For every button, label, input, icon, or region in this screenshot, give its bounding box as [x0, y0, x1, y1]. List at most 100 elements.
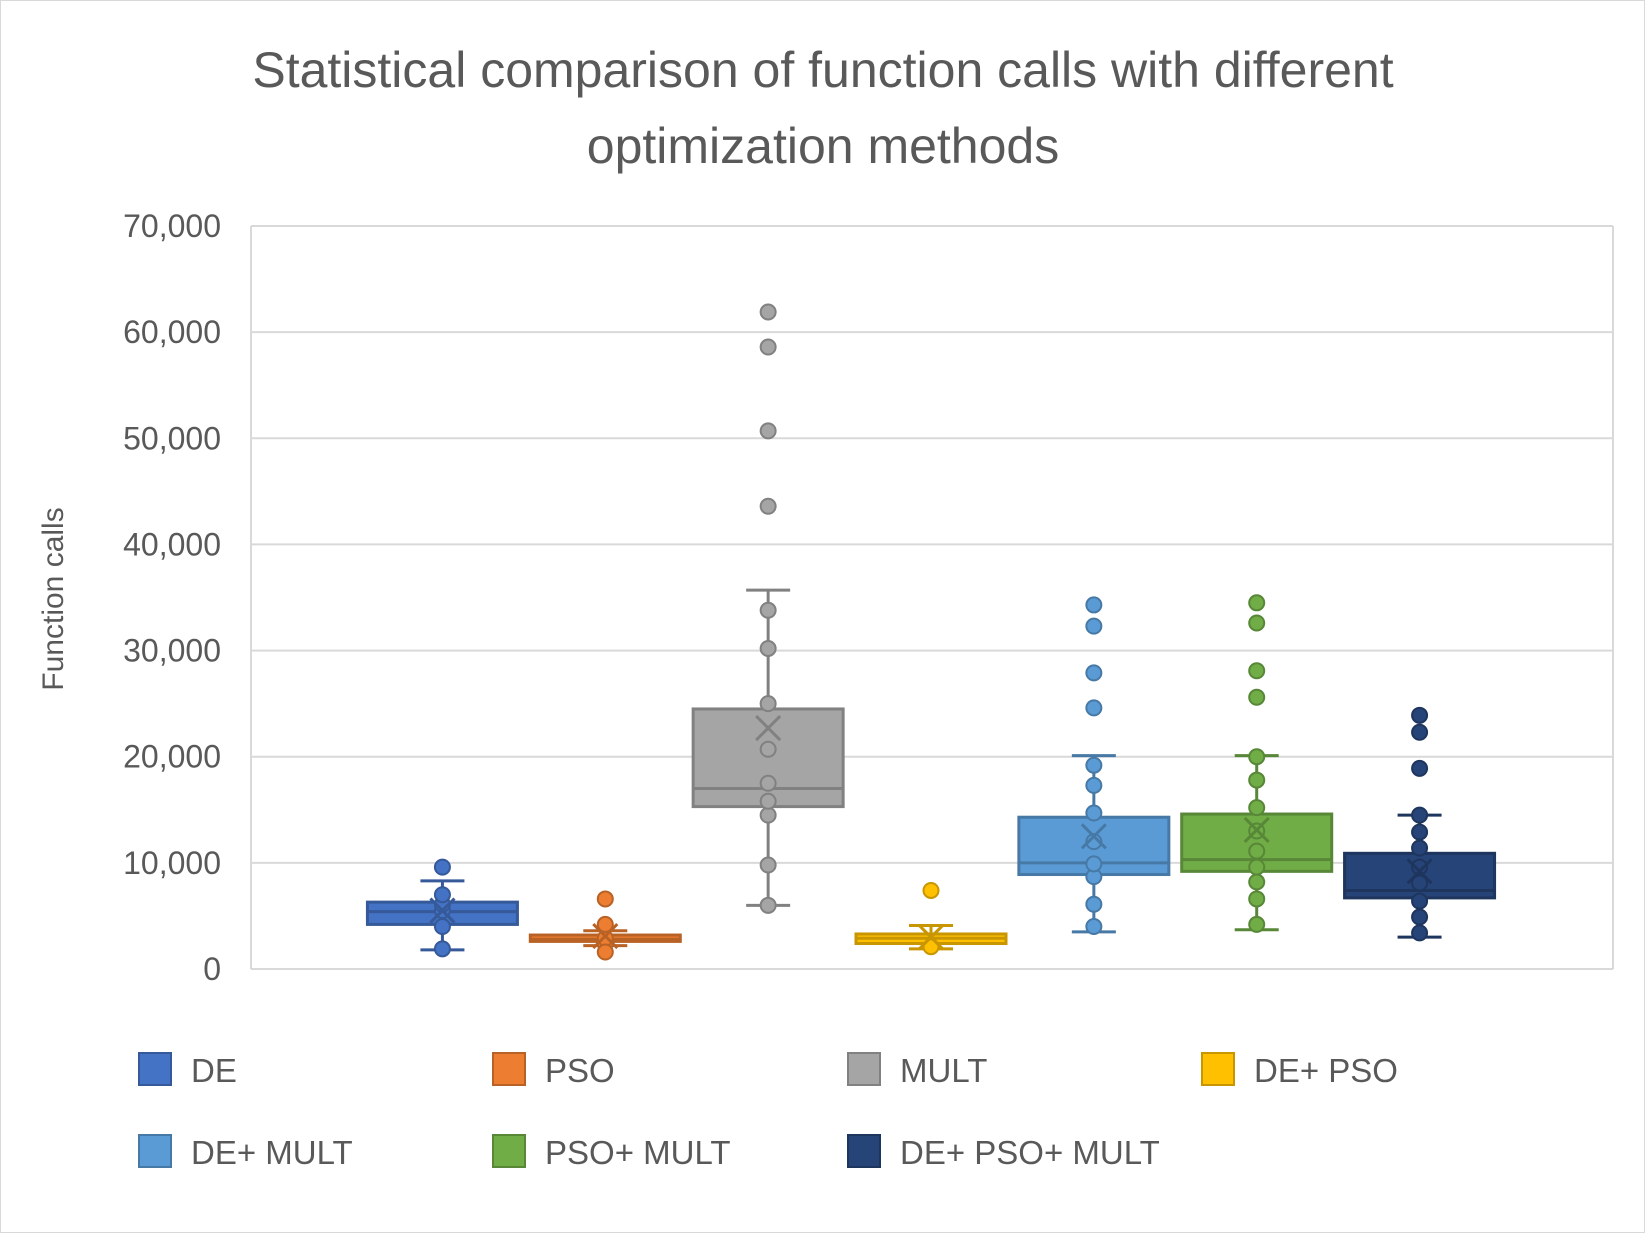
legend-item: PSO+ MULT	[492, 1134, 731, 1171]
data-point	[759, 695, 777, 713]
data-point	[759, 639, 777, 657]
outlier-point	[1248, 614, 1266, 632]
data-point	[433, 886, 451, 904]
outlier-point	[759, 422, 777, 440]
data-point	[759, 740, 777, 758]
y-tick-label: 30,000	[123, 633, 221, 669]
legend-item: DE+ PSO	[1201, 1052, 1398, 1089]
box-series-de	[365, 858, 519, 958]
data-point	[1085, 776, 1103, 794]
data-point	[1085, 756, 1103, 774]
legend-label: PSO	[545, 1052, 615, 1089]
mean-marker-stroke	[592, 923, 619, 950]
data-point	[1248, 915, 1266, 933]
outlier-point	[1085, 596, 1103, 614]
legend-label: DE+ PSO	[1254, 1052, 1398, 1089]
legend-label: DE	[191, 1052, 237, 1089]
outlier-point	[1248, 662, 1266, 680]
data-point	[596, 929, 614, 947]
outlier-point	[1248, 594, 1266, 612]
mean-marker-stroke	[1243, 816, 1270, 844]
box-series-de-pso-mult	[1343, 706, 1497, 942]
data-point	[1411, 823, 1429, 841]
outlier-point	[1411, 759, 1429, 777]
data-point	[1248, 842, 1266, 860]
box-series-mult	[691, 303, 845, 914]
y-tick-label: 60,000	[123, 314, 221, 350]
outlier-point	[759, 497, 777, 515]
mean-marker-stroke	[1406, 858, 1433, 885]
data-point	[1248, 799, 1266, 817]
y-tick-label: 20,000	[123, 739, 221, 775]
gridlines	[250, 225, 1614, 970]
legend-swatch	[138, 1134, 172, 1168]
data-point	[1085, 895, 1103, 913]
data-point	[1248, 858, 1266, 876]
data-point	[1248, 873, 1266, 891]
data-point	[1411, 924, 1429, 942]
legend-swatch	[492, 1134, 526, 1168]
data-point	[433, 940, 451, 958]
outlier-point	[1411, 706, 1429, 724]
data-point	[759, 896, 777, 914]
outlier-point	[596, 890, 614, 908]
outlier-point	[922, 881, 940, 899]
y-tick-label: 50,000	[123, 420, 221, 456]
data-point	[1411, 858, 1429, 876]
box-series-de-pso	[854, 881, 1008, 956]
legend: DE PSO MULT DE+ PSO DE+ MULT PSO+ MULT DE+ PSO…	[138, 1052, 1398, 1171]
box-series-group	[365, 303, 1497, 961]
outlier-point	[1411, 723, 1429, 741]
y-tick-label: 10,000	[123, 845, 221, 881]
legend-swatch	[847, 1134, 881, 1168]
outlier-point	[1248, 688, 1266, 706]
data-point	[1411, 806, 1429, 824]
outlier-point	[1085, 699, 1103, 717]
mean-marker-stroke	[917, 924, 945, 951]
legend-item: DE	[138, 1052, 237, 1089]
y-axis-title: Function calls	[37, 507, 70, 690]
legend-item: PSO	[492, 1052, 615, 1089]
mean-marker-stroke	[1080, 823, 1107, 850]
outlier-point	[1085, 617, 1103, 635]
y-tick-label: 70,000	[123, 208, 221, 244]
box-series-de-mult	[1017, 596, 1171, 936]
outlier-point	[1085, 664, 1103, 682]
legend-label: MULT	[900, 1052, 987, 1089]
legend-swatch	[1201, 1052, 1235, 1086]
data-point	[1411, 892, 1429, 910]
box-series-pso	[528, 890, 682, 961]
legend-label: DE+ MULT	[191, 1134, 353, 1171]
legend-swatch	[847, 1052, 881, 1086]
data-point	[1411, 839, 1429, 857]
data-point	[1248, 771, 1266, 789]
legend-item: DE+ MULT	[138, 1134, 353, 1171]
data-point	[1411, 908, 1429, 926]
data-point	[1248, 890, 1266, 908]
chart-title-line-2: optimization methods	[587, 118, 1059, 174]
legend-item: MULT	[847, 1052, 987, 1089]
data-point	[1085, 918, 1103, 936]
data-point	[433, 918, 451, 936]
legend-label: PSO+ MULT	[545, 1134, 731, 1171]
outlier-point	[596, 915, 614, 933]
outlier-point	[596, 943, 614, 961]
data-point	[1248, 748, 1266, 766]
data-point	[759, 806, 777, 824]
outlier-point	[759, 338, 777, 356]
legend-swatch	[138, 1052, 172, 1086]
data-point	[759, 792, 777, 810]
outlier-point	[433, 858, 451, 876]
mean-marker-stroke	[429, 897, 456, 924]
data-point	[1085, 804, 1103, 822]
chart-title-line-1: Statistical comparison of function calls…	[252, 42, 1393, 98]
y-tick-label: 40,000	[123, 526, 221, 562]
legend-swatch	[492, 1052, 526, 1086]
mean-marker-stroke	[755, 714, 782, 742]
legend-label: DE+ PSO+ MULT	[900, 1134, 1160, 1171]
box-series-pso-mult	[1180, 594, 1334, 933]
outlier-point	[759, 303, 777, 321]
data-point	[1085, 855, 1103, 873]
